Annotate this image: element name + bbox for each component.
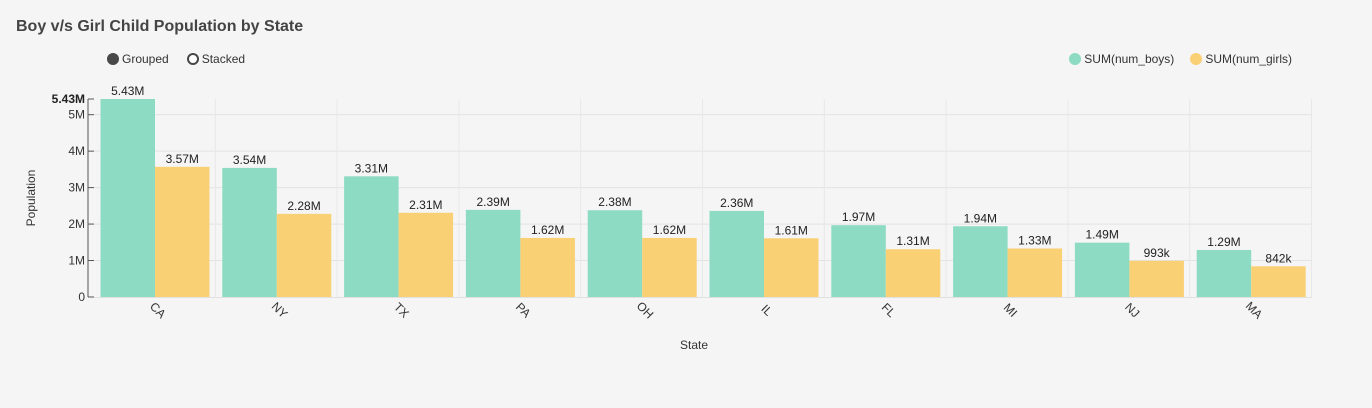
- bar-value-label: 1.97M: [842, 210, 875, 224]
- bar-value-label: 2.39M: [476, 195, 509, 209]
- bar-value-label: 5.43M: [111, 84, 144, 98]
- bar-boys[interactable]: [344, 176, 399, 297]
- bar-value-label: 1.31M: [896, 234, 929, 248]
- bar-boys[interactable]: [831, 225, 886, 297]
- legend-swatch-girls-icon: [1190, 53, 1203, 65]
- bar-value-label: 3.31M: [355, 161, 388, 175]
- legend-item-boys[interactable]: SUM(num_boys): [1069, 52, 1174, 66]
- x-tick-label: CA: [147, 299, 169, 321]
- legend-label-boys: SUM(num_boys): [1084, 52, 1175, 66]
- bar-value-label: 3.57M: [166, 152, 199, 166]
- legend-label-girls: SUM(num_girls): [1205, 52, 1292, 66]
- bar-girls[interactable]: [155, 166, 210, 297]
- legend-item-girls[interactable]: SUM(num_girls): [1190, 52, 1292, 66]
- stacked-label: Stacked: [201, 52, 246, 66]
- bar-value-label: 2.28M: [287, 199, 320, 213]
- x-axis: CA NY TX PA OH IL FL MI NJ MA: [94, 297, 1312, 322]
- y-tick-label: 3M: [68, 181, 85, 195]
- y-tick-label: 2M: [68, 217, 85, 231]
- bar-value-label: 1.94M: [964, 211, 997, 225]
- y-axis: 0 1M 2M 3M 4M 5M 5.43M: [52, 92, 94, 304]
- x-tick-label: TX: [391, 300, 412, 321]
- y-tick-label: 1M: [68, 254, 85, 268]
- bar-girls[interactable]: [276, 213, 332, 297]
- bar-girls[interactable]: [1251, 266, 1306, 297]
- bar-boys[interactable]: [709, 210, 765, 297]
- y-max-label: 5.43M: [52, 92, 85, 106]
- chart-title: Boy v/s Girl Child Population by State: [16, 18, 304, 35]
- bar-boys[interactable]: [1074, 242, 1130, 297]
- bar-boys[interactable]: [100, 99, 156, 297]
- y-tick-label: 0: [78, 290, 85, 304]
- bar-value-label: 993k: [1144, 246, 1171, 260]
- bar-boys[interactable]: [1196, 249, 1252, 297]
- bar-girls[interactable]: [885, 249, 941, 297]
- x-tick-label: NJ: [1122, 300, 1142, 320]
- bar-value-label: 2.31M: [409, 198, 442, 212]
- chart-mode-toggle: Grouped Stacked: [107, 52, 245, 66]
- bar-boys[interactable]: [953, 226, 1008, 297]
- y-tick-label: 4M: [68, 144, 85, 158]
- x-tick-label: PA: [513, 300, 534, 321]
- x-tick-label: IL: [758, 302, 775, 319]
- bar-girls[interactable]: [520, 237, 575, 297]
- grouped-label: Grouped: [122, 52, 169, 66]
- legend-swatch-boys-icon: [1069, 53, 1082, 65]
- stacked-option[interactable]: Stacked: [186, 52, 246, 66]
- chart-legend: SUM(num_boys) SUM(num_girls): [1069, 52, 1292, 66]
- bar-value-label: 1.62M: [653, 223, 686, 237]
- bar-girls[interactable]: [764, 238, 819, 297]
- bar-value-label: 1.29M: [1207, 235, 1240, 249]
- data-labels: 5.43M 3.57M 3.54M 2.28M 3.31M 2.31M 2.39M 1.62M…: [111, 84, 1292, 265]
- bar-value-label: 1.61M: [775, 223, 808, 237]
- y-axis-title: Population: [24, 170, 38, 227]
- grouped-option[interactable]: Grouped: [107, 52, 169, 66]
- bar-girls[interactable]: [1007, 248, 1063, 297]
- bar-girls[interactable]: [398, 212, 454, 297]
- x-tick-label: MI: [1001, 301, 1020, 320]
- bar-boys[interactable]: [222, 167, 277, 297]
- bar-value-label: 3.54M: [233, 153, 266, 167]
- bar-value-label: 1.33M: [1018, 234, 1051, 248]
- x-tick-label: MA: [1243, 299, 1266, 322]
- bar-value-label: 2.38M: [598, 195, 631, 209]
- y-tick-label: 5M: [68, 108, 85, 122]
- stacked-radio-icon[interactable]: [186, 53, 199, 65]
- bar-girls[interactable]: [642, 237, 697, 297]
- grouped-radio-icon[interactable]: [107, 53, 119, 65]
- bar-value-label: 1.49M: [1085, 228, 1118, 242]
- bar-girls[interactable]: [1129, 260, 1184, 297]
- x-tick-label: FL: [879, 300, 899, 320]
- x-axis-title: State: [680, 338, 708, 352]
- bar-value-label: 842k: [1265, 251, 1292, 265]
- bar-boys[interactable]: [587, 210, 643, 297]
- bar-boys[interactable]: [465, 209, 521, 297]
- grid-lines: [94, 99, 1312, 297]
- bar-value-label: 2.36M: [720, 196, 753, 210]
- x-tick-label: OH: [634, 299, 657, 322]
- bars: [100, 99, 1306, 297]
- bar-value-label: 1.62M: [531, 223, 564, 237]
- x-tick-label: NY: [269, 299, 291, 321]
